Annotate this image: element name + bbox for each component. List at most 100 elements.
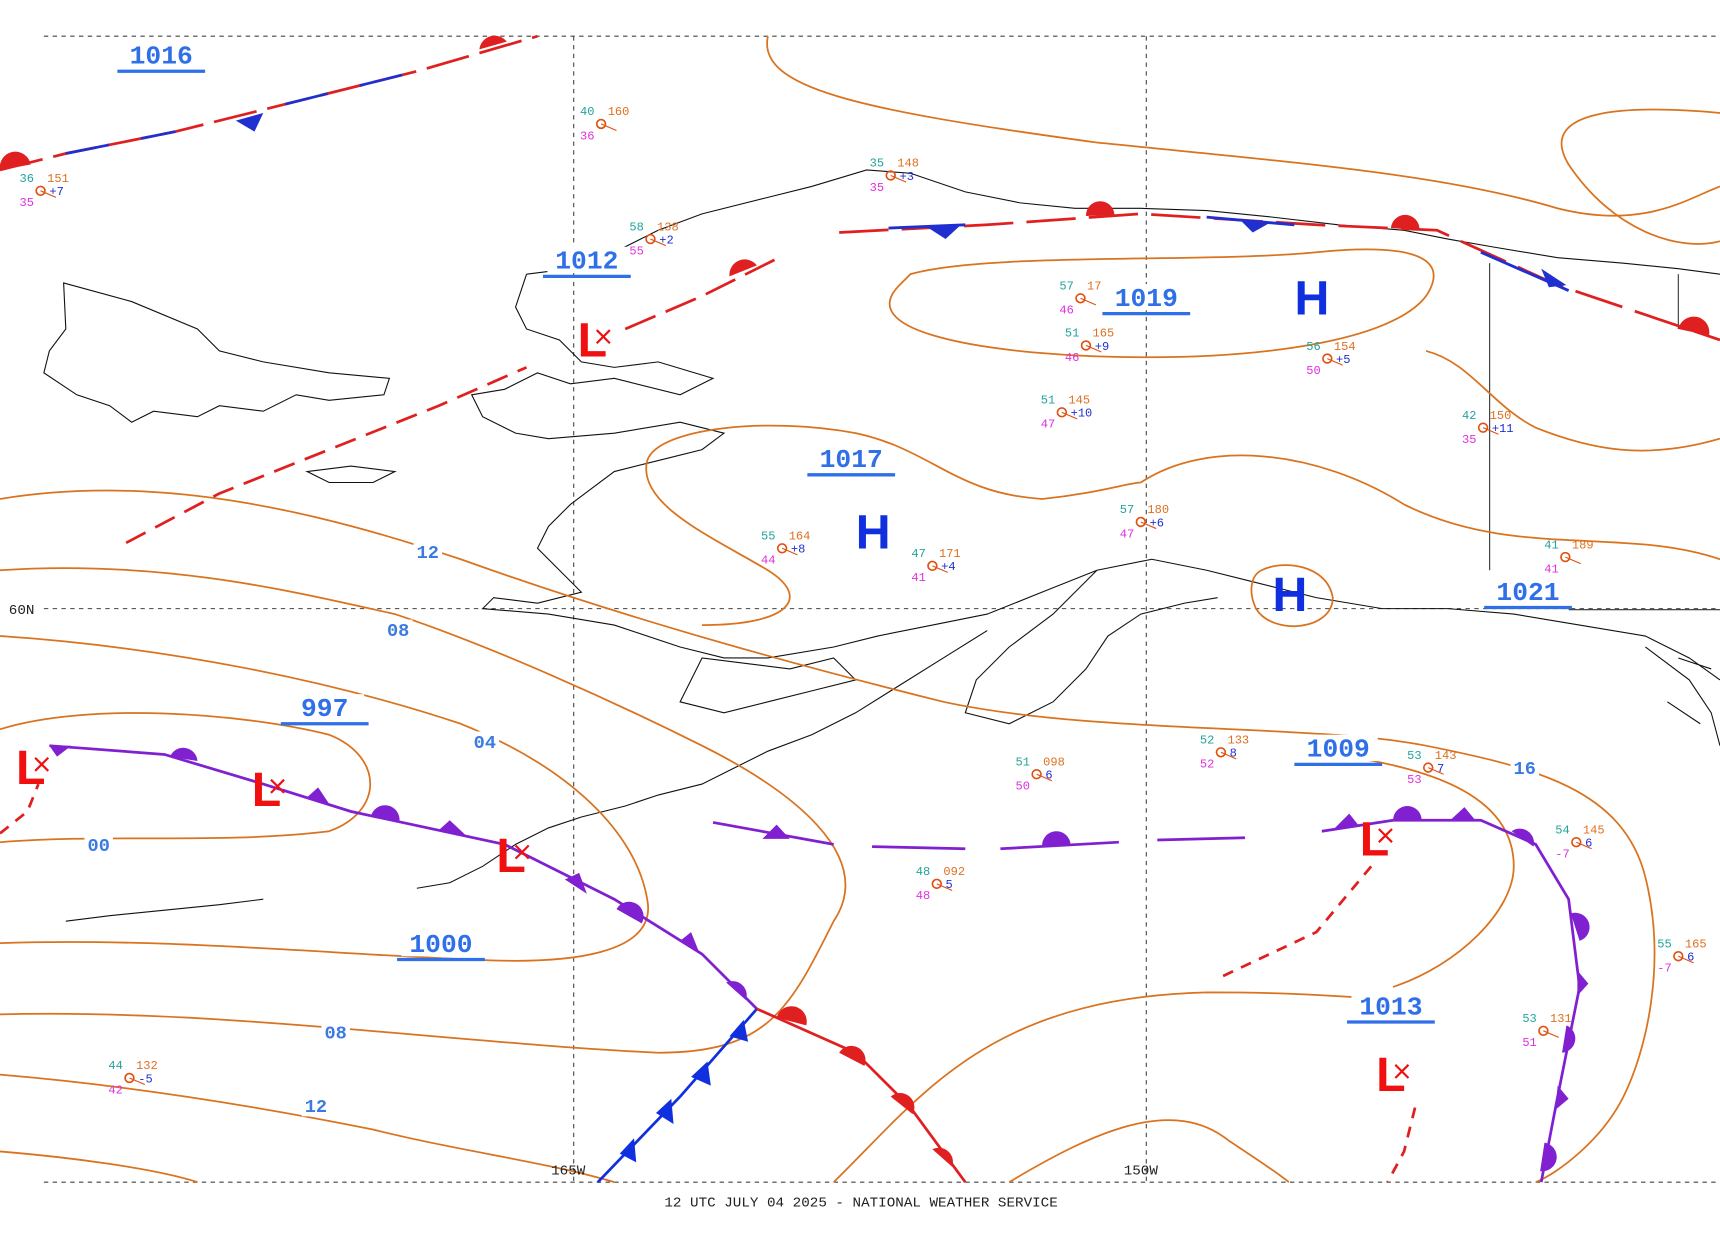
station-pressure: 145: [1583, 823, 1605, 837]
station-dewpoint: 52: [1200, 758, 1214, 772]
isobar: [1349, 757, 1514, 987]
station-temp: 51: [1041, 394, 1055, 408]
low-center: L: [252, 763, 281, 817]
station-marker: [1057, 408, 1066, 417]
isobar: [647, 426, 1141, 499]
station-pressure: 131: [1550, 1012, 1572, 1026]
warm-front: [757, 1009, 965, 1182]
coastline: [1645, 647, 1720, 746]
isobar: [767, 36, 1720, 216]
isobar-label: 12: [305, 1096, 327, 1118]
station-temp: 44: [108, 1059, 122, 1073]
station-tendency: 6: [1045, 769, 1052, 783]
station-dewpoint: 41: [911, 571, 925, 585]
station-tendency: 7: [1437, 762, 1444, 776]
station-tendency: 6: [1585, 837, 1592, 851]
isobar: [834, 992, 1372, 1182]
station-marker: [1076, 294, 1085, 303]
station-temp: 53: [1522, 1012, 1536, 1026]
low-center: L: [1360, 812, 1389, 866]
station-tendency: 6: [1687, 951, 1694, 965]
station-temp: 36: [20, 172, 34, 186]
occluded-front: [49, 746, 757, 1009]
station-dewpoint: 35: [1462, 433, 1476, 447]
station-pressure: 154: [1334, 340, 1356, 354]
stationary-front: [889, 217, 1569, 290]
stationary-front: [66, 71, 417, 153]
pressure-center: 1000: [409, 930, 472, 960]
isobar-label: 04: [474, 732, 496, 754]
station-dewpoint: 42: [108, 1083, 122, 1097]
warm-symbol: [729, 259, 757, 276]
weather-map: 12 UTC JULY 04 2025 - NATIONAL WEATHER S…: [0, 0, 1720, 1260]
station-dewpoint: 51: [1522, 1036, 1536, 1050]
low-center: L: [496, 829, 525, 883]
pressure-center: 1013: [1359, 992, 1422, 1022]
front-symbols: [0, 36, 1709, 1172]
station-temp: 51: [1065, 327, 1079, 341]
trough: [126, 367, 526, 542]
page: {"map": { "footer": "12 UTC JULY 04 2025…: [0, 0, 1720, 1260]
station-pressure: 165: [1685, 937, 1707, 951]
station-dewpoint: 41: [1544, 562, 1558, 576]
warm-symbol: [1391, 215, 1420, 230]
pressure-center: 1016: [130, 42, 193, 72]
station-dewpoint: 55: [629, 244, 643, 258]
station-temp: 54: [1555, 823, 1569, 837]
station-dewpoint: -7: [1657, 962, 1671, 976]
isobar-label: 08: [387, 620, 409, 642]
station-dewpoint: 36: [580, 129, 594, 143]
station-dewpoint: -7: [1555, 848, 1569, 862]
station-pressure: 143: [1435, 749, 1457, 763]
pressure-center: 1019: [1115, 284, 1178, 314]
station-dewpoint: 50: [1306, 364, 1320, 378]
station-tendency: +9: [1095, 340, 1109, 354]
isobar-label: 08: [324, 1022, 346, 1044]
station-pressure: 151: [47, 172, 69, 186]
station-pressure: 133: [1227, 734, 1249, 748]
station-temp: 57: [1120, 503, 1134, 517]
graticule: [44, 36, 1720, 1182]
station-temp: 52: [1200, 734, 1214, 748]
station-pressure: 092: [943, 865, 965, 879]
station-marker: [125, 1074, 134, 1083]
station-tendency: 8: [1230, 747, 1237, 761]
station-marker: [1539, 1026, 1548, 1035]
trough: [1223, 866, 1371, 976]
station-dewpoint: 46: [1065, 351, 1079, 365]
station-temp: 40: [580, 105, 594, 119]
station-dewpoint: 48: [916, 889, 930, 903]
station-temp: 56: [1306, 340, 1320, 354]
grid-label: 150W: [1124, 1163, 1159, 1179]
station-pressure: 180: [1147, 503, 1169, 517]
grid-label: 60N: [9, 603, 35, 619]
station-pressure: 098: [1043, 755, 1065, 769]
station-temp: 55: [761, 530, 775, 544]
isobar: [1141, 455, 1720, 559]
trough: [1388, 1108, 1415, 1183]
station-dewpoint: 47: [1120, 527, 1134, 541]
station-temp: 51: [1016, 755, 1030, 769]
station-tendency: +10: [1071, 407, 1093, 421]
isobar: [0, 1151, 197, 1182]
warm-symbol: [0, 152, 31, 170]
footer: 12 UTC JULY 04 2025 - NATIONAL WEATHER S…: [664, 1195, 1057, 1211]
isobar-label: 16: [1514, 758, 1536, 780]
station-dewpoint: 35: [870, 181, 884, 195]
cold-symbol: [927, 226, 960, 239]
coastline: [965, 570, 1217, 724]
station-dewpoint: 35: [20, 196, 34, 210]
isobar: [1562, 110, 1720, 244]
station-temp: 55: [1657, 937, 1671, 951]
station-tendency: +6: [1150, 516, 1164, 530]
station-pressure: 150: [1490, 409, 1512, 423]
warm-symbol: [1086, 201, 1115, 216]
isobar-label: 12: [417, 542, 439, 564]
island: [680, 658, 856, 713]
station-dewpoint: 50: [1016, 780, 1030, 794]
grid-label: 165W: [551, 1163, 586, 1179]
high-center: H: [1273, 568, 1308, 622]
station-temp: 47: [911, 547, 925, 561]
warm-front: [625, 258, 779, 329]
low-center: L: [1376, 1048, 1405, 1102]
